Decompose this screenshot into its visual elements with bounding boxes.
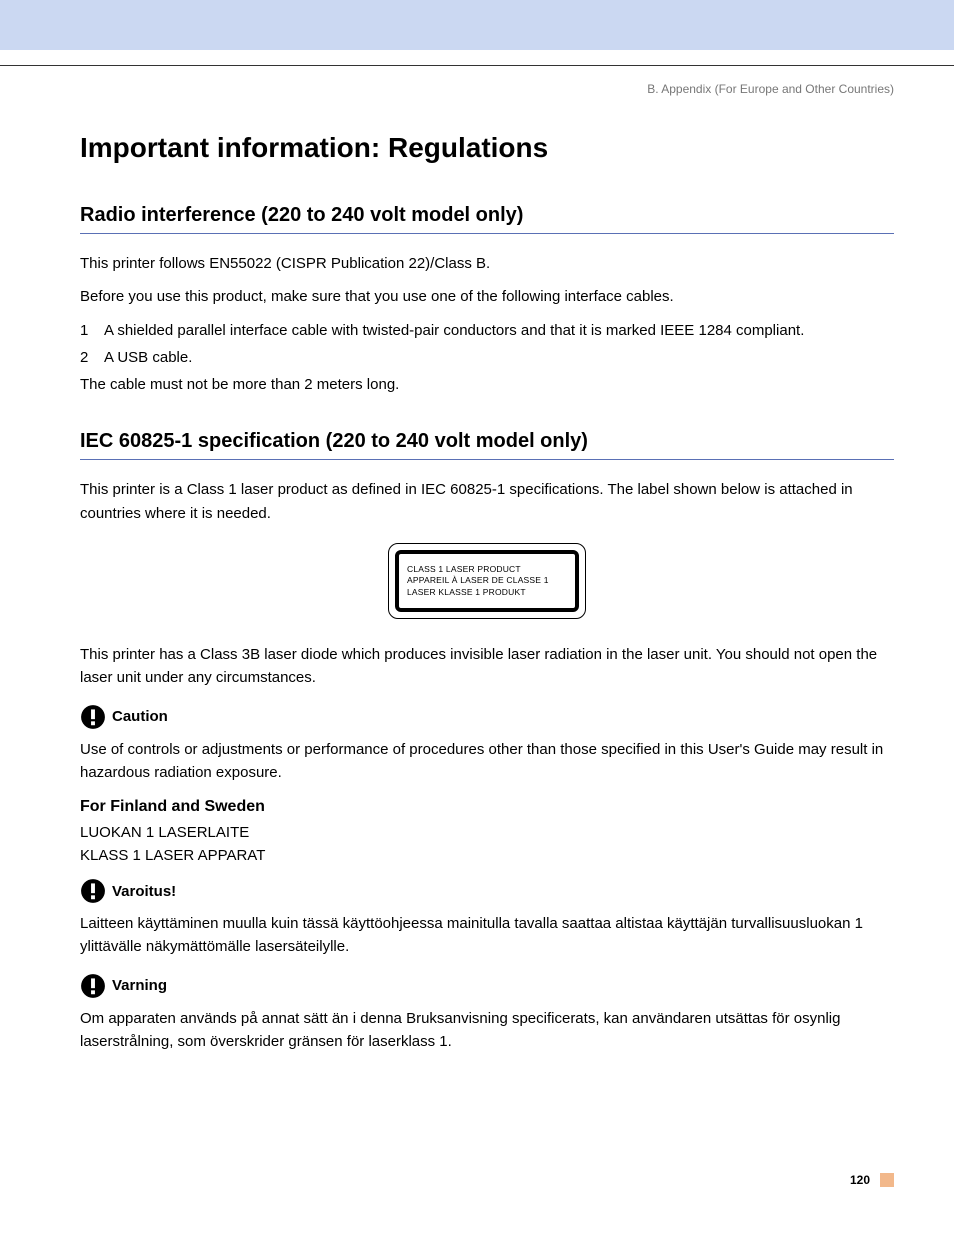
label-text-line: CLASS 1 LASER PRODUCT [407,564,567,575]
caution-text: Use of controls or adjustments or perfor… [80,738,894,785]
exclamation-icon [80,878,106,904]
paragraph: This printer has a Class 3B laser diode … [80,643,894,690]
document-page: B. Appendix (For Europe and Other Countr… [0,0,954,1235]
horizontal-rule [0,65,954,66]
paragraph: This printer is a Class 1 laser product … [80,478,894,525]
exclamation-icon [80,704,106,730]
paragraph: Before you use this product, make sure t… [80,285,894,308]
finland-line: KLASS 1 LASER APPARAT [80,847,894,864]
list-number: 1 [80,319,94,342]
subheading-finland: For Finland and Sweden [80,798,894,816]
caution-text: Om apparaten används på annat sätt än i … [80,1007,894,1054]
label-text-line: LASER KLASSE 1 PRODUKT [407,587,567,598]
page-content: B. Appendix (For Europe and Other Countr… [80,82,894,1063]
caution-text: Laitteen käyttäminen muulla kuin tässä k… [80,912,894,959]
page-title: Important information: Regulations [80,132,894,164]
section-rule [80,459,894,460]
laser-label-inner: CLASS 1 LASER PRODUCT APPAREIL À LASER D… [395,550,579,612]
section-heading-iec: IEC 60825-1 specification (220 to 240 vo… [80,430,894,453]
paragraph: This printer follows EN55022 (CISPR Publ… [80,252,894,275]
caution-block: Varning [80,973,894,999]
paragraph: The cable must not be more than 2 meters… [80,373,894,396]
list-item: 1 A shielded parallel interface cable wi… [80,319,894,342]
page-number: 120 [850,1173,870,1187]
list-number: 2 [80,346,94,369]
top-banner [0,0,954,50]
section-heading-radio: Radio interference (220 to 240 volt mode… [80,204,894,227]
section-rule [80,233,894,234]
page-footer: 120 [850,1173,894,1187]
caution-title: Varoitus! [112,883,176,900]
caution-block: Caution [80,704,894,730]
caution-title: Varning [112,977,167,994]
list-text: A shielded parallel interface cable with… [104,319,804,342]
laser-label: CLASS 1 LASER PRODUCT APPAREIL À LASER D… [388,543,586,619]
list-text: A USB cable. [104,346,192,369]
finland-line: LUOKAN 1 LASERLAITE [80,824,894,841]
caution-title: Caution [112,708,168,725]
exclamation-icon [80,973,106,999]
label-text-line: APPAREIL À LASER DE CLASSE 1 [407,575,567,586]
appendix-header: B. Appendix (For Europe and Other Countr… [80,82,894,96]
page-number-accent [880,1173,894,1187]
list-item: 2 A USB cable. [80,346,894,369]
caution-block: Varoitus! [80,878,894,904]
